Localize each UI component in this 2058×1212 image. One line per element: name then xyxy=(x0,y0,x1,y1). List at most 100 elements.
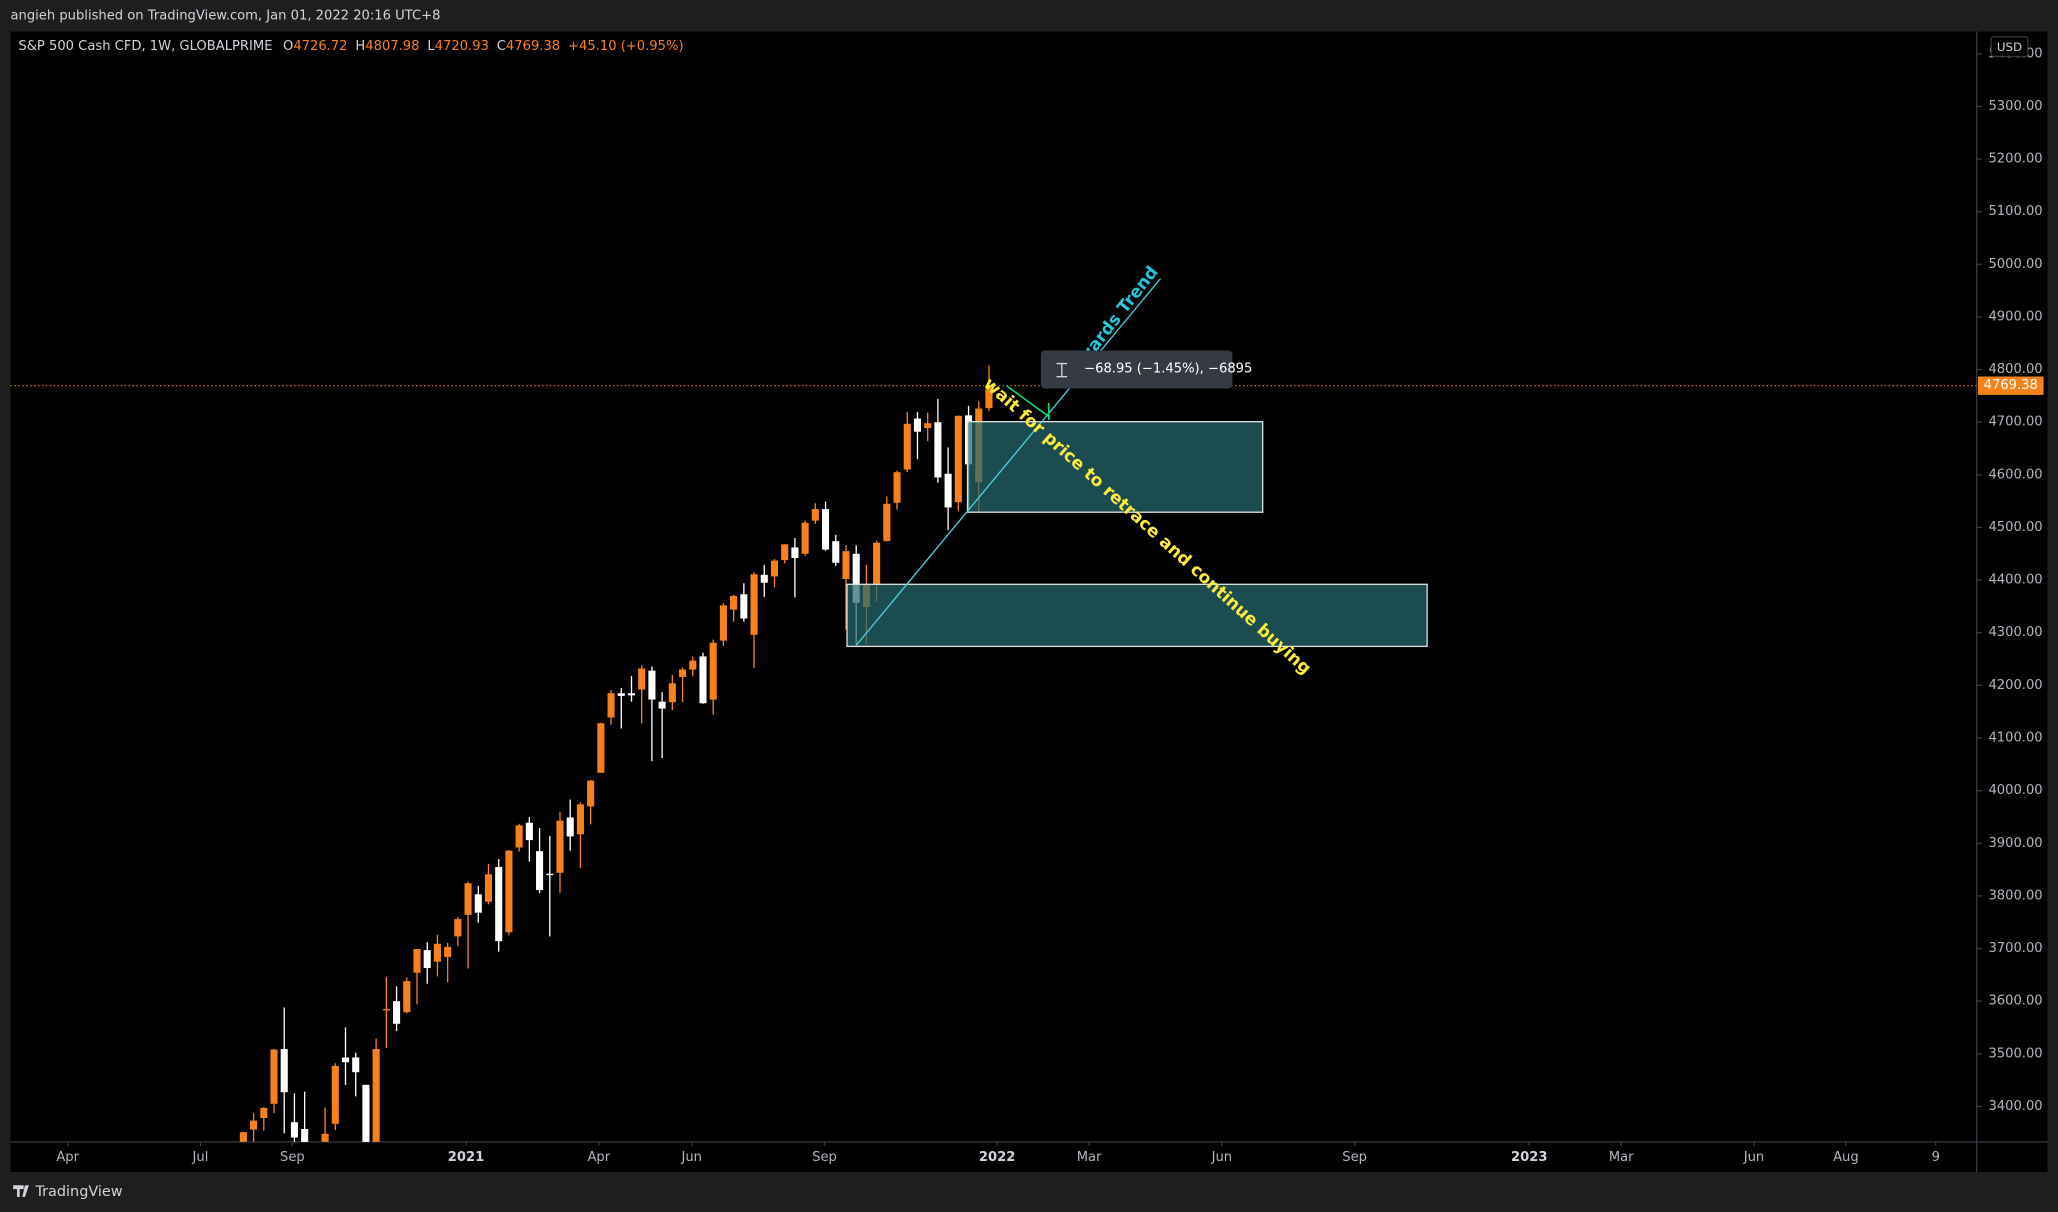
x-tick-label: Jul xyxy=(192,1150,209,1165)
y-tick-label: 4500.00 xyxy=(1988,520,2042,535)
candle-body xyxy=(709,642,717,700)
y-tick-label: 5300.00 xyxy=(1988,99,2042,114)
measure-line xyxy=(1006,385,1051,419)
y-tick-label: 4300.00 xyxy=(1988,625,2042,640)
legend: S&P 500 Cash CFD, 1W, GLOBALPRIME O4726.7… xyxy=(18,38,683,53)
candle-body xyxy=(454,919,462,937)
candle-body xyxy=(403,981,411,1013)
candle-body xyxy=(985,385,993,409)
candle-body xyxy=(934,422,942,478)
candle-body xyxy=(393,1001,401,1024)
candle-body xyxy=(525,822,533,841)
measure-label: −68.95 (−1.45%), −6895 xyxy=(1084,361,1252,376)
legend-key: O xyxy=(283,38,293,53)
candle-body xyxy=(679,669,687,677)
candle-body xyxy=(730,595,738,610)
candle-body xyxy=(280,1049,288,1093)
trend-line xyxy=(855,278,1162,646)
x-tick-label: Apr xyxy=(587,1150,610,1165)
x-tick-label: 2023 xyxy=(1511,1150,1548,1165)
candle-body xyxy=(413,949,421,973)
candle-body xyxy=(719,605,727,641)
y-tick-label: 5000.00 xyxy=(1988,257,2042,272)
candle-body xyxy=(260,1107,268,1118)
legend-value: 4807.98 xyxy=(365,38,419,53)
legend-value: 4720.93 xyxy=(435,38,489,53)
candle-body xyxy=(423,950,431,968)
candle-body xyxy=(536,851,544,891)
y-tick-label: 3700.00 xyxy=(1988,941,2042,956)
candle-body xyxy=(699,656,707,704)
candle-body xyxy=(903,423,911,470)
y-tick-label: 5200.00 xyxy=(1988,152,2042,167)
currency-box xyxy=(1990,36,2029,58)
candle-body xyxy=(873,542,881,585)
candle-body xyxy=(290,1122,298,1138)
x-tick-label: Mar xyxy=(1609,1150,1634,1165)
logo xyxy=(13,1185,29,1198)
candle-body xyxy=(801,522,809,554)
candle-body xyxy=(638,668,646,690)
candle-body xyxy=(239,1132,247,1142)
candle-body xyxy=(658,701,666,709)
legend-value: 4726.72 xyxy=(293,38,347,53)
currency: USD xyxy=(1997,40,2022,54)
candle-body xyxy=(331,1065,339,1124)
candle-body xyxy=(791,547,799,558)
y-tick-label: 3800.00 xyxy=(1988,888,2042,903)
x-tick-label: Sep xyxy=(1342,1150,1367,1165)
candle-body xyxy=(474,894,482,913)
candle-body xyxy=(893,472,901,503)
candle-body xyxy=(352,1057,360,1073)
measure-tooltip xyxy=(1040,350,1233,389)
candle-body xyxy=(515,825,523,848)
x-tick-label: Jun xyxy=(1743,1150,1764,1165)
candle-body xyxy=(597,723,605,773)
candle-body xyxy=(505,850,513,933)
y-tick-label: 4800.00 xyxy=(1988,362,2042,377)
last-price-label: 4769.38 xyxy=(1984,378,2038,393)
candle-body xyxy=(842,551,850,580)
candle-body xyxy=(250,1120,258,1130)
x-tick-label: Aug xyxy=(1833,1150,1859,1165)
candle-body xyxy=(954,415,962,503)
candle-body xyxy=(781,544,789,561)
candle-body xyxy=(556,820,564,873)
candle-body xyxy=(464,883,472,915)
candle-body xyxy=(321,1133,329,1142)
brand: TradingView xyxy=(34,1184,122,1200)
legend-key: H xyxy=(355,38,365,53)
legend-key: L xyxy=(427,38,435,53)
candle-body xyxy=(372,1049,380,1142)
candle-body xyxy=(362,1084,370,1142)
legend-key: C xyxy=(497,38,506,53)
candle-body xyxy=(341,1057,350,1063)
y-tick-label: 4900.00 xyxy=(1988,309,2042,324)
x-tick-label: 2022 xyxy=(979,1150,1016,1165)
x-tick-label: Sep xyxy=(812,1150,837,1165)
x-tick-label: 2021 xyxy=(448,1150,485,1165)
candle-body xyxy=(566,817,574,837)
candle-body xyxy=(617,693,625,696)
candle-body xyxy=(546,873,554,876)
x-tick-label: Mar xyxy=(1077,1150,1102,1165)
y-tick-label: 3900.00 xyxy=(1988,836,2042,851)
x-tick-label: Jun xyxy=(1211,1150,1232,1165)
candle-body xyxy=(495,866,503,942)
candle-body xyxy=(883,503,891,542)
candle-body xyxy=(852,553,860,603)
candle-body xyxy=(822,509,830,550)
candle-body xyxy=(587,780,595,807)
candle-body xyxy=(444,946,452,957)
zone xyxy=(966,421,1264,513)
candle-body xyxy=(576,804,584,835)
candle-body xyxy=(770,560,779,577)
legend-value: 4769.38 xyxy=(506,38,560,53)
legend-title: S&P 500 Cash CFD, 1W, GLOBALPRIME xyxy=(18,38,272,53)
y-tick-label: 3500.00 xyxy=(1988,1046,2042,1061)
candle-body xyxy=(740,594,748,619)
x-tick-label: Jun xyxy=(681,1150,702,1165)
measure-icon xyxy=(1056,362,1068,378)
candle-body xyxy=(484,874,493,902)
